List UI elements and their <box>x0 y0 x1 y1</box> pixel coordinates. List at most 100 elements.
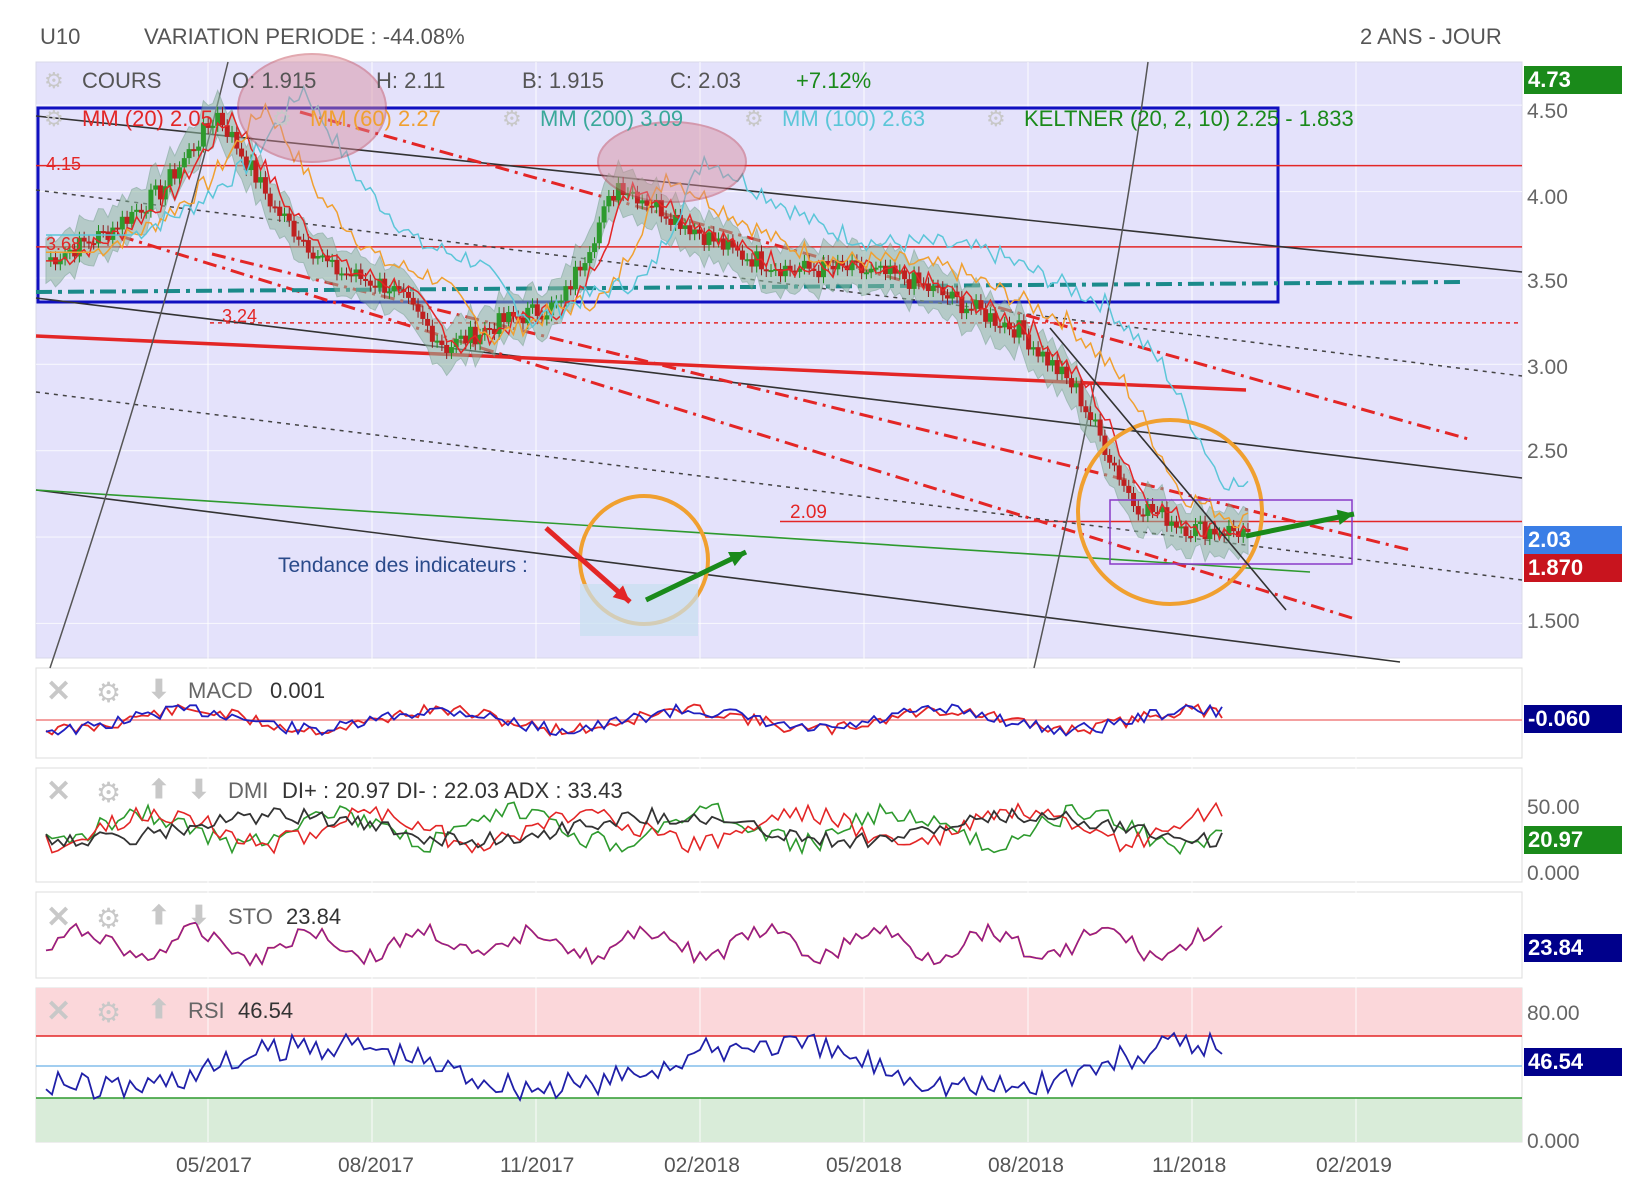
candle-body <box>1059 366 1065 375</box>
candle-body <box>983 309 989 322</box>
rsi-oversold-zone <box>36 1098 1522 1142</box>
candle-body <box>200 123 206 147</box>
gear-icon[interactable]: ⚙ <box>96 677 122 708</box>
candle-body <box>658 199 664 217</box>
candle-body <box>191 149 197 152</box>
candle-body <box>563 286 569 301</box>
change-value: +7.12% <box>796 68 872 93</box>
candle-body <box>973 300 979 309</box>
gear-icon[interactable]: ⚙ <box>44 68 64 93</box>
candle-body <box>987 313 993 322</box>
arrow-up-icon[interactable]: ⬆ <box>148 774 170 804</box>
gear-icon[interactable]: ⚙ <box>502 106 522 131</box>
x-label: 05/2017 <box>176 1154 252 1177</box>
candle-body <box>329 259 335 262</box>
candle-body <box>825 261 831 266</box>
candle-body <box>286 213 292 221</box>
candle-body <box>1049 360 1055 366</box>
gear-icon[interactable]: ⚙ <box>272 106 292 131</box>
gear-icon[interactable]: ⚙ <box>744 106 764 131</box>
candle-body <box>1011 329 1017 338</box>
candle-body <box>615 183 621 201</box>
candle-body <box>835 260 841 270</box>
candle-body <box>778 269 784 277</box>
candle-body <box>1045 351 1051 366</box>
candle-body <box>1040 351 1046 357</box>
candle-body <box>344 273 349 276</box>
candle-body <box>219 112 225 126</box>
candle-body <box>997 325 1003 328</box>
x-label: 05/2018 <box>826 1154 902 1177</box>
candle-body <box>596 222 602 244</box>
gear-icon[interactable]: ⚙ <box>44 106 64 131</box>
candle-body <box>539 315 545 320</box>
arrow-down-icon[interactable]: ⬇ <box>148 674 170 704</box>
long-trend-line <box>35 489 1311 573</box>
gear-icon[interactable]: ⚙ <box>986 106 1006 131</box>
mm60-line <box>46 102 1249 529</box>
arrow-up-icon[interactable]: ⬆ <box>148 994 170 1024</box>
candle-body <box>606 195 612 207</box>
candle-body <box>558 300 564 303</box>
arrow-down-icon[interactable]: ⬇ <box>188 900 210 930</box>
candle-body <box>859 262 865 274</box>
candle-body <box>668 218 674 225</box>
price-tick-300: 3.00 <box>1527 356 1568 379</box>
gear-icon[interactable]: ⚙ <box>96 997 122 1028</box>
candle-body <box>644 200 650 206</box>
x-label: 02/2018 <box>664 1154 740 1177</box>
candle-body <box>692 229 698 235</box>
price-tick-350: 3.50 <box>1527 270 1568 293</box>
candle-body <box>425 318 431 326</box>
candle-body <box>305 240 311 253</box>
candle-body <box>434 340 440 343</box>
candle-body <box>1107 454 1113 463</box>
arrow-down-icon[interactable]: ⬇ <box>188 774 210 804</box>
candle-body <box>816 270 822 278</box>
price-badge-last: 2.03 <box>1524 526 1622 554</box>
channel-midline <box>35 391 1523 581</box>
close-icon[interactable]: ✕ <box>46 995 72 1028</box>
x-label: 11/2018 <box>1152 1154 1227 1177</box>
candle-body <box>749 259 755 267</box>
close-icon[interactable]: ✕ <box>46 775 72 808</box>
candle-body <box>138 209 144 213</box>
candle-body <box>444 344 450 353</box>
candle-body <box>706 232 712 245</box>
high-value: H: 2.11 <box>376 68 446 93</box>
period-variation: VARIATION PERIODE : -44.08% <box>144 24 465 49</box>
candle-body <box>267 193 273 207</box>
candle-body <box>76 237 82 257</box>
candle-body <box>119 216 125 230</box>
candle-body <box>320 255 326 258</box>
candle-body <box>1145 503 1151 516</box>
candle-body <box>129 211 135 224</box>
close-icon[interactable]: ✕ <box>46 901 72 934</box>
sto-label: STO <box>228 904 273 929</box>
candle-body <box>258 177 264 183</box>
candle-body <box>696 229 702 234</box>
price-tick-250: 2.50 <box>1527 440 1568 463</box>
close-icon[interactable]: ✕ <box>46 675 72 708</box>
candle-body <box>334 259 340 275</box>
candle-body <box>186 149 192 159</box>
candle-body <box>239 148 245 157</box>
dmi-panel <box>35 767 1523 883</box>
arrow-down-head <box>612 585 630 602</box>
candle-body <box>372 285 378 288</box>
candle-body <box>1078 383 1084 407</box>
candle-body <box>406 291 412 298</box>
gear-icon[interactable]: ⚙ <box>96 777 122 808</box>
candle-body <box>81 237 87 242</box>
mm20-legend: MM (20) 2.05 <box>82 106 213 131</box>
candle-body <box>587 252 593 264</box>
candle-body <box>611 195 617 201</box>
main-plot-area <box>35 61 1523 659</box>
candle-body <box>177 167 183 179</box>
period-label[interactable]: 2 ANS - JOUR <box>1360 24 1502 49</box>
arrow-up-icon[interactable]: ⬆ <box>148 900 170 930</box>
candle-body <box>1150 503 1156 513</box>
gear-icon[interactable]: ⚙ <box>96 903 122 934</box>
candle-body <box>978 300 984 310</box>
consolidation-box <box>36 106 1280 304</box>
